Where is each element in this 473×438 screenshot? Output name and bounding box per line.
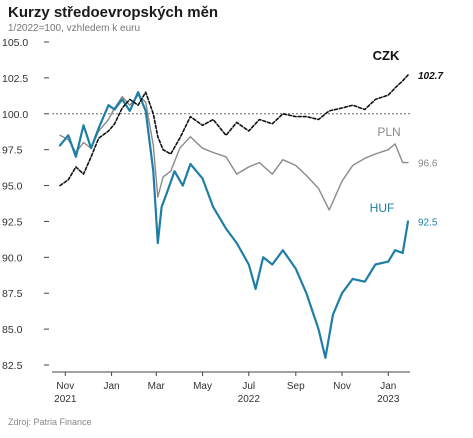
y-tick-label: 85.0: [2, 324, 23, 336]
series-name-czk: CZK: [373, 48, 400, 63]
y-tick-label: 102.5: [2, 73, 28, 85]
y-tick-label: 100.0: [2, 109, 28, 121]
y-tick-label: 97.5: [2, 145, 23, 157]
chart-subtitle: 1/2022=100, vzhledem k euru: [8, 23, 140, 34]
x-tick-label: Mar: [148, 381, 166, 392]
x-tick-label: Nov: [333, 381, 351, 392]
y-tick-label: 87.5: [2, 288, 23, 300]
y-tick-label: 82.5: [2, 360, 23, 372]
axes: 105.0 102.5 100.0 97.5 95.0 92.5 90.0 87.5 85.0 8…: [2, 37, 410, 405]
series-line-pln: [59, 94, 409, 211]
source-note: Zdroj: Patria Finance: [8, 417, 92, 427]
end-value-czk: 102.7: [418, 71, 443, 82]
x-year-label: 2022: [238, 394, 261, 405]
series-layer: [58, 74, 410, 359]
end-value-huf: 92.5: [418, 217, 438, 228]
series-labels: CZK 102.7 PLN 96.6 HUF 92.5: [370, 48, 444, 228]
series-line-czk: [59, 74, 409, 187]
x-tick-label: Jul: [242, 381, 255, 392]
x-year-label: 2021: [54, 394, 77, 405]
chart-title: Kurzy středoevropských měn: [8, 4, 218, 21]
series-name-huf: HUF: [370, 201, 395, 215]
x-tick-label: Sep: [287, 381, 305, 392]
x-year-label: 2023: [377, 394, 400, 405]
y-tick-label: 92.5: [2, 216, 23, 228]
y-tick-label: 105.0: [2, 37, 28, 49]
x-tick-label: Nov: [56, 381, 74, 392]
series-name-pln: PLN: [377, 125, 400, 139]
x-tick-label: Jan: [380, 381, 396, 392]
x-tick-label: Jan: [103, 381, 119, 392]
series-line-huf: [58, 91, 410, 359]
x-tick-label: May: [193, 381, 212, 392]
y-tick-label: 95.0: [2, 181, 23, 193]
end-value-pln: 96.6: [418, 159, 438, 170]
y-tick-label: 90.0: [2, 252, 23, 264]
